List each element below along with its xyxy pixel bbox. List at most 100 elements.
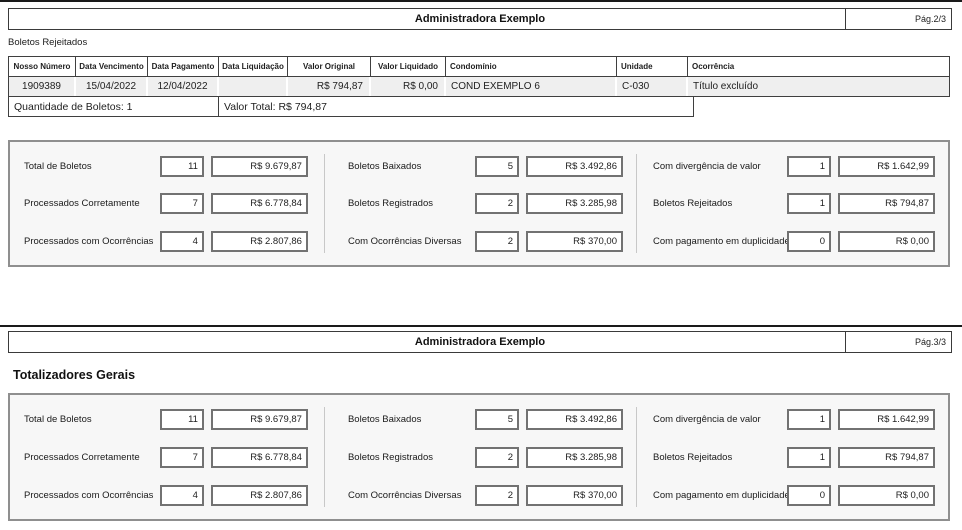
column-header-data-vencimento: Data Vencimento <box>76 57 148 76</box>
count-field: 1 <box>787 408 831 430</box>
value-field: R$ 1.642,99 <box>838 408 935 430</box>
panel-divider <box>636 407 637 507</box>
summary-row: Processados Corretamente 7 R$ 6.778,84 <box>24 193 308 215</box>
summary-row: Total de Boletos 11 R$ 9.679,87 <box>24 408 308 430</box>
summary-group-3: Com divergência de valor 1 R$ 1.642,99 B… <box>634 395 948 519</box>
summary-panel-page2: Total de Boletos 11 R$ 9.679,87 Processa… <box>8 140 950 267</box>
summary-group-3: Com divergência de valor 1 R$ 1.642,99 B… <box>634 142 948 265</box>
summary-row: Boletos Registrados 2 R$ 3.285,98 <box>348 193 623 215</box>
value-field: R$ 9.679,87 <box>210 408 308 430</box>
table-footer-row: Quantidade de Boletos: 1 Valor Total: R$… <box>8 97 694 117</box>
cell-valor-original: R$ 794,87 <box>288 77 371 96</box>
value-field: R$ 6.778,84 <box>210 193 308 214</box>
summary-row: Total de Boletos 11 R$ 9.679,87 <box>24 155 308 177</box>
summary-row: Boletos Baixados 5 R$ 3.492,86 <box>348 408 623 430</box>
count-field: 7 <box>159 193 204 214</box>
summary-row: Processados com Ocorrências 4 R$ 2.807,8… <box>24 484 308 506</box>
value-field: R$ 2.807,86 <box>210 484 308 506</box>
summary-row: Boletos Rejeitados 1 R$ 794,87 <box>653 446 935 468</box>
value-field: R$ 794,87 <box>838 446 935 468</box>
summary-row: Processados Corretamente 7 R$ 6.778,84 <box>24 446 308 468</box>
summary-group-1: Total de Boletos 11 R$ 9.679,87 Processa… <box>10 395 324 519</box>
summary-row: Boletos Rejeitados 1 R$ 794,87 <box>653 193 935 215</box>
value-field: R$ 1.642,99 <box>838 155 935 177</box>
count-field: 2 <box>475 193 519 214</box>
section-label-boletos-rejeitados: Boletos Rejeitados <box>8 37 88 48</box>
boletos-rejeitados-table: Nosso Número Data Vencimento Data Pagame… <box>8 56 950 117</box>
column-header-unidade: Unidade <box>617 57 688 76</box>
column-header-condominio: Condomínio <box>446 57 617 76</box>
count-field: 1 <box>787 193 831 214</box>
count-field: 1 <box>787 155 831 177</box>
column-header-data-liquidacao: Data Liquidação <box>219 57 288 76</box>
page-top-rule <box>0 0 962 2</box>
summary-group-2: Boletos Baixados 5 R$ 3.492,86 Boletos R… <box>324 395 634 519</box>
value-field: R$ 3.285,98 <box>526 446 623 468</box>
column-header-nosso-numero: Nosso Número <box>9 57 76 76</box>
footer-quantity: Quantidade de Boletos: 1 <box>9 97 219 116</box>
count-field: 5 <box>475 155 519 177</box>
count-field: 5 <box>475 408 519 430</box>
report-header-page3: Administradora Exemplo Pág.3/3 <box>8 331 952 353</box>
column-header-valor-original: Valor Original <box>288 57 371 76</box>
count-field: 0 <box>787 484 831 506</box>
count-field: 1 <box>787 446 831 468</box>
count-field: 4 <box>159 230 204 252</box>
panel-divider <box>324 407 325 507</box>
cell-data-liquidacao <box>219 77 288 96</box>
table-header-row: Nosso Número Data Vencimento Data Pagame… <box>8 56 950 77</box>
column-header-data-pagamento: Data Pagamento <box>148 57 219 76</box>
summary-label: Processados Corretamente <box>24 451 140 463</box>
panel-divider <box>636 154 637 253</box>
page-number: Pág.3/3 <box>845 332 951 352</box>
summary-label: Boletos Registrados <box>347 198 433 209</box>
summary-row: Boletos Baixados 5 R$ 3.492,86 <box>348 155 623 177</box>
summary-label: Processados com Ocorrências <box>24 489 154 501</box>
value-field: R$ 9.679,87 <box>210 155 308 177</box>
footer-total: Valor Total: R$ 794,87 <box>224 100 327 113</box>
cell-unidade: C-030 <box>617 77 688 96</box>
summary-label: Processados com Ocorrências <box>24 235 154 247</box>
page-top-rule <box>0 325 962 327</box>
cell-valor-liquidado: R$ 0,00 <box>371 77 446 96</box>
value-field: R$ 3.492,86 <box>526 408 623 430</box>
count-field: 11 <box>159 408 204 430</box>
count-field: 7 <box>159 446 204 468</box>
report-title: Administradora Exemplo <box>414 13 546 25</box>
summary-label: Com pagamento em duplicidade <box>653 235 787 247</box>
summary-label: Boletos Registrados <box>347 451 433 463</box>
count-field: 2 <box>475 230 519 252</box>
summary-group-2: Boletos Baixados 5 R$ 3.492,86 Boletos R… <box>324 142 634 265</box>
count-field: 4 <box>159 484 204 506</box>
summary-row: Com Ocorrências Diversas 2 R$ 370,00 <box>348 484 623 506</box>
count-field: 11 <box>159 155 204 177</box>
summary-row: Com divergência de valor 1 R$ 1.642,99 <box>653 155 935 177</box>
summary-label: Boletos Baixados <box>347 413 422 425</box>
summary-label: Processados Corretamente <box>24 198 140 209</box>
value-field: R$ 0,00 <box>838 484 935 506</box>
value-field: R$ 794,87 <box>838 193 935 214</box>
table-row: 1909389 15/04/2022 12/04/2022 R$ 794,87 … <box>8 77 950 97</box>
value-field: R$ 6.778,84 <box>210 446 308 468</box>
count-field: 2 <box>475 446 519 468</box>
cell-ocorrencia: Título excluído <box>693 81 759 92</box>
summary-group-1: Total de Boletos 11 R$ 9.679,87 Processa… <box>10 142 324 265</box>
cell-nosso-numero: 1909389 <box>9 77 76 96</box>
summary-label: Boletos Rejeitados <box>653 198 733 209</box>
summary-label: Boletos Baixados <box>347 160 422 172</box>
value-field: R$ 0,00 <box>838 230 935 252</box>
column-header-valor-liquidado: Valor Liquidado <box>371 57 446 76</box>
value-field: R$ 2.807,86 <box>210 230 308 252</box>
summary-label: Com divergência de valor <box>653 413 761 425</box>
value-field: R$ 370,00 <box>526 230 623 252</box>
panel-divider <box>324 154 325 253</box>
report-header-page2: Administradora Exemplo Pág.2/3 <box>8 8 952 30</box>
summary-row: Com Ocorrências Diversas 2 R$ 370,00 <box>348 230 623 252</box>
summary-label: Boletos Rejeitados <box>653 451 733 463</box>
summary-label: Total de Boletos <box>24 413 92 425</box>
section-title-totalizadores-gerais: Totalizadores Gerais <box>13 368 136 382</box>
column-header-ocorrencia: Ocorrência <box>692 62 735 71</box>
summary-row: Com pagamento em duplicidade 0 R$ 0,00 <box>653 484 935 506</box>
value-field: R$ 3.492,86 <box>526 155 623 177</box>
